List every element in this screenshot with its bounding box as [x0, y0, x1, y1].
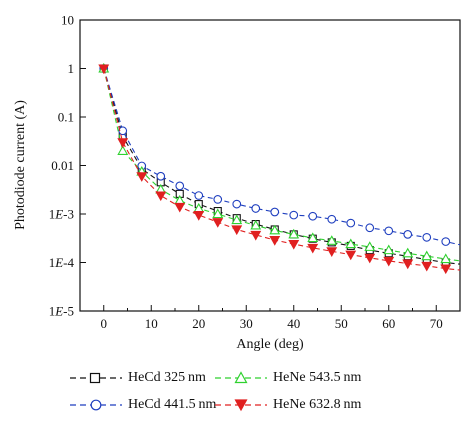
x-axis-ticks: 0 10 20 30 40 50 60 70 — [101, 305, 443, 331]
data-point — [212, 208, 224, 219]
data-point — [402, 259, 414, 270]
data-point — [269, 224, 281, 235]
data-point — [117, 138, 129, 148]
series-line — [103, 68, 460, 262]
y-tick-label: 1 — [68, 61, 75, 76]
data-point — [231, 214, 243, 225]
data-point — [308, 211, 318, 221]
series-line — [103, 68, 460, 246]
data-point — [269, 236, 281, 246]
data-point — [421, 261, 433, 272]
data-point — [307, 232, 319, 243]
x-tick-label: 50 — [335, 316, 348, 331]
data-point — [327, 214, 337, 224]
series-line — [103, 68, 460, 271]
data-point — [250, 230, 262, 241]
y-axis-ticks: 1E-5 1E-4 1E-3 0.01 0.1 1 10 — [49, 13, 86, 319]
y-tick-label: 1E-4 — [49, 255, 75, 270]
data-point — [326, 247, 338, 257]
x-tick-label: 10 — [145, 316, 158, 331]
data-point — [117, 145, 129, 155]
data-point — [194, 191, 204, 200]
x-tick-label: 40 — [287, 316, 300, 331]
legend-label-hecd-325: HeCd 325 nm — [128, 370, 206, 385]
data-point — [232, 199, 242, 209]
legend: HeCd 325 nm HeNe 543.5 nm HeCd 441.5 nm … — [70, 364, 470, 430]
data-point — [403, 230, 413, 239]
data-point — [231, 225, 243, 236]
x-tick-label: 60 — [382, 316, 395, 331]
x-tick-label: 0 — [101, 316, 108, 331]
data-point — [213, 195, 223, 204]
y-axis-title: Photodiode current (A) — [13, 100, 28, 230]
data-point — [421, 250, 433, 261]
data-point — [118, 126, 128, 136]
legend-item-hene-632: HeNe 632.8 nm — [215, 394, 361, 416]
data-point — [422, 233, 432, 242]
data-point — [441, 237, 451, 246]
x-tick-label: 30 — [240, 316, 253, 331]
data-point — [345, 250, 357, 261]
series-layer — [98, 62, 469, 275]
data-point — [155, 191, 167, 202]
x-tick-label: 20 — [192, 316, 205, 331]
data-point — [440, 253, 452, 264]
data-point — [98, 64, 110, 75]
data-point — [364, 253, 376, 264]
data-point — [288, 228, 300, 239]
data-point — [289, 210, 299, 220]
y-tick-label: 1E-3 — [49, 207, 74, 222]
data-point — [136, 172, 148, 182]
legend-item-hecd-441: HeCd 441.5 nm — [70, 394, 216, 416]
data-point — [383, 244, 395, 255]
data-point — [326, 235, 338, 245]
data-point — [156, 171, 166, 181]
series-triangle-up — [98, 62, 460, 266]
legend-item-hene-543: HeNe 543.5 nm — [215, 367, 361, 389]
data-point — [459, 264, 460, 266]
data-point — [345, 238, 357, 249]
legend-label-hene-632: HeNe 632.8 nm — [273, 397, 362, 412]
legend-label-hene-543: HeNe 543.5 nm — [273, 370, 362, 385]
photodiode-current-chart: 0 10 20 30 40 50 60 70 1E-5 1E-4 1E-3 0.01 0.1 1 10 A… — [13, 13, 469, 352]
x-axis-title: Angle (deg) — [236, 337, 304, 352]
legend-swatch-triangle-up — [215, 371, 267, 384]
legend-swatch-triangle-down — [215, 399, 267, 412]
y-tick-label: 0.01 — [51, 158, 74, 173]
series-line — [103, 68, 460, 265]
y-tick-label: 0.1 — [58, 110, 74, 125]
data-point — [365, 223, 375, 233]
data-point — [307, 243, 319, 254]
data-point — [270, 207, 280, 217]
data-point — [175, 181, 185, 191]
data-point — [459, 266, 460, 268]
legend-swatch-circle — [70, 399, 122, 411]
data-point — [250, 219, 262, 230]
data-point — [174, 202, 186, 213]
data-point — [193, 211, 205, 221]
series-square — [99, 64, 468, 268]
legend-item-hecd-325: HeCd 325 nm — [70, 367, 206, 389]
y-tick-label: 1E-5 — [49, 304, 74, 319]
data-point — [288, 240, 300, 250]
data-point — [402, 247, 414, 258]
data-point — [461, 261, 468, 268]
data-point — [440, 264, 452, 275]
data-point — [251, 204, 261, 213]
data-point — [346, 218, 356, 228]
data-point — [212, 218, 224, 228]
data-point — [384, 226, 394, 236]
data-point — [461, 242, 469, 250]
legend-label-hecd-441: HeCd 441.5 nm — [128, 397, 217, 412]
plot-frame — [79, 19, 461, 312]
x-tick-label: 70 — [430, 316, 443, 331]
data-point — [364, 241, 376, 251]
series-triangle-down — [98, 64, 460, 275]
series-circle — [99, 64, 469, 250]
data-point — [383, 256, 395, 267]
y-tick-label: 10 — [61, 13, 74, 28]
legend-swatch-square — [70, 372, 122, 384]
